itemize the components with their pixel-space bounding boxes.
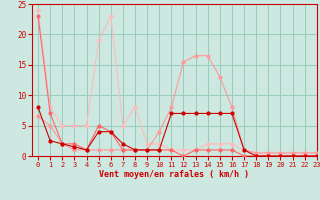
X-axis label: Vent moyen/en rafales ( km/h ): Vent moyen/en rafales ( km/h ) xyxy=(100,170,249,179)
